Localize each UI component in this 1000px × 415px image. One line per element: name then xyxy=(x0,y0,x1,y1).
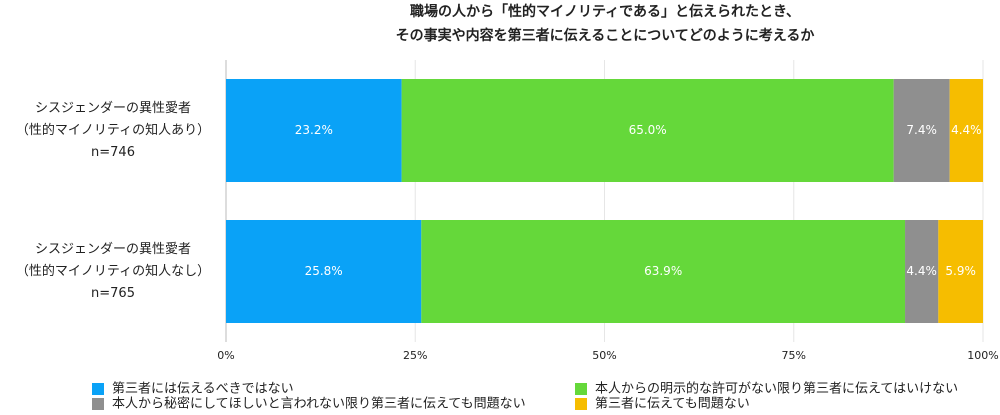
y-tick-label: n=746 xyxy=(91,145,135,160)
y-tick-label: n=765 xyxy=(91,286,135,301)
bar-segment xyxy=(938,220,983,323)
legend-label: 本人から秘密にしてほしいと言われない限り第三者に伝えても問題ない xyxy=(112,396,526,412)
x-tick-label: 75% xyxy=(782,349,806,362)
legend-label: 第三者には伝えるべきではない xyxy=(112,382,294,397)
bar-segment xyxy=(421,220,906,323)
legend-swatch xyxy=(575,383,587,395)
y-tick-label: シスジェンダーの異性愛者 xyxy=(35,101,191,116)
legend-swatch xyxy=(92,398,104,410)
bar-segment xyxy=(905,220,939,323)
data-label: 23.2% xyxy=(295,123,333,137)
bar-segment xyxy=(226,79,402,182)
data-label: 4.4% xyxy=(951,123,982,137)
data-label: 63.9% xyxy=(644,264,682,278)
x-tick-label: 50% xyxy=(592,349,616,362)
y-tick-label: シスジェンダーの異性愛者 xyxy=(35,242,191,257)
chart-title: その事実や内容を第三者に伝えることについてどのように考えるか xyxy=(396,27,815,44)
data-label: 5.9% xyxy=(945,264,976,278)
legend-swatch xyxy=(575,398,587,410)
y-tick-label: （性的マイノリティの知人あり） xyxy=(16,122,210,138)
chart-title: 職場の人から「性的マイノリティである」と伝えられたとき、 xyxy=(410,3,800,20)
bar-segment xyxy=(893,79,950,182)
data-label: 25.8% xyxy=(305,264,343,278)
bar-segment xyxy=(949,79,983,182)
bar-segment xyxy=(226,220,422,323)
x-tick-label: 0% xyxy=(217,349,234,362)
data-label: 4.4% xyxy=(906,264,937,278)
x-tick-label: 100% xyxy=(967,349,998,362)
data-label: 7.4% xyxy=(906,123,937,137)
bar-segment xyxy=(401,79,894,182)
x-tick-label: 25% xyxy=(403,349,427,362)
legend-label: 第三者に伝えても問題ない xyxy=(595,397,750,412)
y-tick-label: （性的マイノリティの知人なし） xyxy=(16,263,210,279)
legend-swatch xyxy=(92,383,104,395)
legend-label: 本人からの明示的な許可がない限り第三者に伝えてはいけない xyxy=(595,381,958,397)
data-label: 65.0% xyxy=(629,123,667,137)
